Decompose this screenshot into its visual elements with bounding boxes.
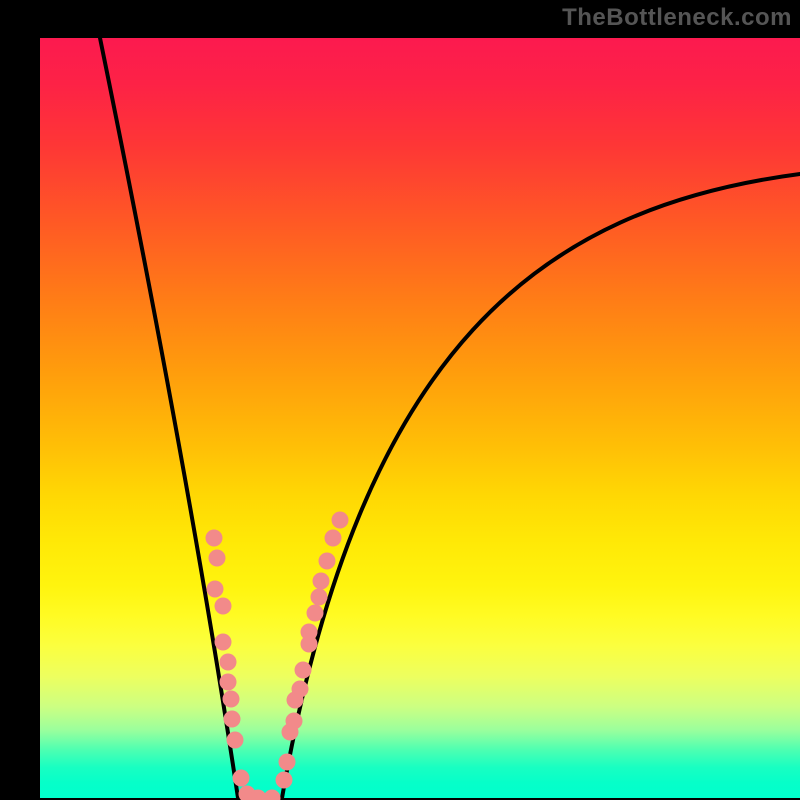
data-point: [313, 573, 330, 590]
data-point: [295, 662, 312, 679]
data-point: [223, 691, 240, 708]
data-point: [215, 598, 232, 615]
data-point: [224, 711, 241, 728]
data-point: [307, 605, 324, 622]
watermark-text: TheBottleneck.com: [562, 4, 792, 32]
data-point: [325, 530, 342, 547]
data-point: [279, 754, 296, 771]
data-point: [319, 553, 336, 570]
data-point: [301, 624, 318, 641]
data-point: [227, 732, 244, 749]
data-point: [220, 654, 237, 671]
gradient-background: [40, 38, 800, 798]
data-point: [215, 634, 232, 651]
data-point: [207, 581, 224, 598]
data-point: [332, 512, 349, 529]
data-point: [209, 550, 226, 567]
data-point: [292, 681, 309, 698]
data-point: [276, 772, 293, 789]
data-point: [206, 530, 223, 547]
data-point: [311, 589, 328, 606]
data-point: [286, 713, 303, 730]
bottleneck-plot: [0, 0, 800, 800]
data-point: [233, 770, 250, 787]
data-point: [220, 674, 237, 691]
